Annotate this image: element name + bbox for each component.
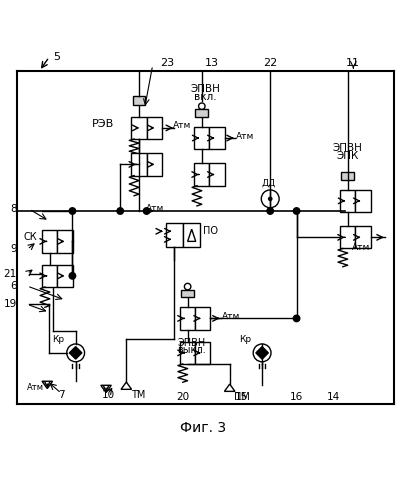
Bar [354, 190, 370, 212]
Polygon shape [69, 347, 82, 359]
Text: 5: 5 [53, 52, 60, 62]
Text: 14: 14 [326, 392, 339, 403]
Text: 15: 15 [234, 392, 248, 403]
Bar [146, 117, 161, 139]
Bar [57, 264, 72, 287]
Bar [209, 127, 224, 149]
Bar [183, 223, 200, 248]
Text: 16: 16 [289, 392, 303, 403]
Text: 11: 11 [345, 58, 359, 68]
Bar [195, 109, 208, 117]
Circle shape [292, 315, 299, 322]
Bar [57, 230, 72, 252]
Text: РЭВ: РЭВ [92, 119, 114, 129]
Text: Атм: Атм [235, 132, 254, 141]
Circle shape [292, 208, 299, 214]
Text: 13: 13 [204, 58, 218, 68]
Text: Атм: Атм [27, 383, 43, 392]
Text: Кр: Кр [52, 335, 64, 344]
Bar [131, 117, 146, 139]
Text: 10: 10 [101, 390, 114, 400]
Text: 23: 23 [160, 58, 173, 68]
Bar [339, 226, 354, 249]
Text: ЭПВН: ЭПВН [177, 338, 205, 348]
Bar [42, 264, 57, 287]
Bar [194, 127, 209, 149]
Text: вкл.: вкл. [194, 92, 216, 102]
Text: ЭПВН: ЭПВН [331, 143, 361, 153]
Text: ПМ: ПМ [233, 392, 249, 403]
Circle shape [266, 208, 273, 214]
Text: выкл.: выкл. [177, 345, 205, 355]
Text: ДД: ДД [260, 179, 275, 188]
Text: 6: 6 [10, 281, 17, 291]
Text: Атм: Атм [352, 243, 370, 252]
Circle shape [143, 208, 149, 214]
Text: 9: 9 [10, 245, 17, 254]
Text: 19: 19 [4, 299, 17, 309]
Polygon shape [224, 384, 234, 391]
Bar [195, 342, 210, 364]
Bar [165, 223, 183, 248]
Polygon shape [121, 382, 131, 389]
Bar [179, 307, 195, 329]
Bar [194, 163, 209, 186]
Text: Атм: Атм [221, 312, 239, 321]
Text: Фиг. 3: Фиг. 3 [180, 421, 226, 435]
Bar [181, 290, 194, 297]
Bar [42, 230, 57, 252]
Bar [209, 163, 224, 186]
Circle shape [69, 208, 75, 214]
Bar [339, 190, 354, 212]
Text: Атм: Атм [145, 204, 164, 213]
Bar [132, 96, 145, 105]
Text: 7: 7 [58, 390, 65, 400]
Bar [195, 307, 210, 329]
Bar [146, 153, 161, 176]
Text: ТМ: ТМ [131, 390, 145, 400]
Bar [131, 153, 146, 176]
Polygon shape [255, 347, 268, 359]
Bar [354, 226, 370, 249]
Circle shape [268, 197, 271, 201]
Text: 21: 21 [4, 269, 17, 279]
Circle shape [117, 208, 123, 214]
Text: Кр: Кр [239, 335, 251, 344]
Text: ЭПВН: ЭПВН [190, 84, 220, 94]
Text: 8: 8 [10, 204, 17, 214]
Circle shape [69, 272, 75, 279]
Text: 22: 22 [262, 58, 277, 68]
Polygon shape [42, 381, 52, 389]
Bar [341, 172, 353, 180]
Text: Атм: Атм [173, 121, 191, 130]
Text: СК: СК [23, 233, 37, 243]
Text: ЭПК: ЭПК [335, 151, 358, 161]
Text: 20: 20 [176, 392, 189, 403]
Polygon shape [100, 385, 111, 393]
Text: ПО: ПО [202, 226, 217, 236]
Bar [179, 342, 195, 364]
